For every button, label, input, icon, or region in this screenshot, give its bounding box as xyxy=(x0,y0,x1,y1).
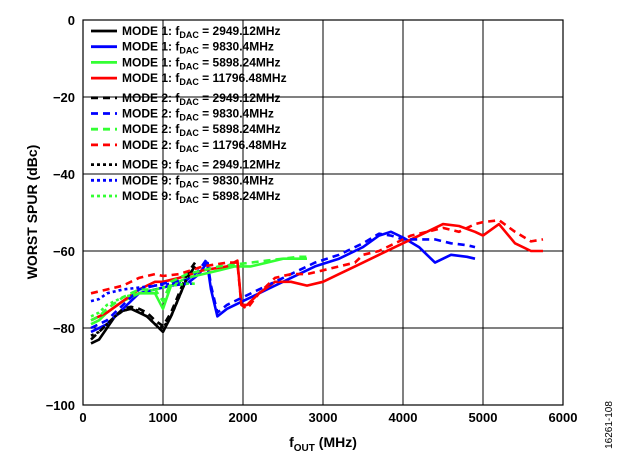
legend-label-5: MODE 2: fDAC = 2949.12MHz xyxy=(122,91,281,107)
x-tick-label: 6000 xyxy=(549,410,578,425)
y-tick-label: −60 xyxy=(53,244,75,259)
legend-label-6: MODE 2: fDAC = 9830.4MHz xyxy=(122,107,274,123)
legend-label-4: MODE 1: fDAC = 11796.48MHz xyxy=(122,71,287,87)
series-line-10 xyxy=(90,282,195,303)
figure-id: 16261-108 xyxy=(604,401,615,449)
series-line-6 xyxy=(90,232,476,330)
y-tick-label: −100 xyxy=(46,398,75,413)
legend-label-2: MODE 1: fDAC = 9830.4MHz xyxy=(122,40,274,56)
x-tick-label: 4000 xyxy=(389,410,418,425)
y-tick-label: 0 xyxy=(68,13,75,28)
y-tick-label: −80 xyxy=(53,321,75,336)
x-axis-title-rest: (MHz) xyxy=(315,434,357,450)
legend-label-8: MODE 2: fDAC = 11796.48MHz xyxy=(122,138,287,154)
series-line-4 xyxy=(90,222,543,322)
series-line-5 xyxy=(90,261,197,341)
x-tick-label: 0 xyxy=(79,410,86,425)
x-tick-label: 2000 xyxy=(229,410,258,425)
y-axis-title: WORST SPUR (dBc) xyxy=(24,145,40,280)
grid-lines xyxy=(83,20,563,405)
legend-label-11: MODE 9: fDAC = 5898.24MHz xyxy=(122,189,281,205)
x-axis-title-main: f xyxy=(289,434,294,450)
legend-label-3: MODE 1: fDAC = 5898.24MHz xyxy=(122,55,281,71)
x-axis-title-sub: OUT xyxy=(294,443,315,454)
series-line-9 xyxy=(90,265,197,337)
x-axis-title: fOUT (MHz) xyxy=(289,434,357,454)
y-tick-label: −20 xyxy=(53,90,75,105)
series-line-7 xyxy=(90,255,307,322)
plot-frame xyxy=(82,19,564,406)
legend-label-10: MODE 9: fDAC = 9830.4MHz xyxy=(122,173,274,189)
x-tick-label: 5000 xyxy=(469,410,498,425)
series-line-11 xyxy=(90,282,195,318)
series-line-8 xyxy=(90,218,544,311)
legend-label-9: MODE 9: fDAC = 2949.12MHz xyxy=(122,158,281,174)
x-tick-label: 1000 xyxy=(149,410,178,425)
legend-label-7: MODE 2: fDAC = 5898.24MHz xyxy=(122,122,281,138)
tick-labels: 0 1000 2000 3000 4000 5000 6000 0 −20 −40 −60 −80 −1… xyxy=(46,13,578,425)
legend-label-1: MODE 1: fDAC = 2949.12MHz xyxy=(122,24,281,40)
x-tick-label: 3000 xyxy=(309,410,338,425)
y-tick-label: −40 xyxy=(53,167,75,182)
series-layer xyxy=(90,218,544,345)
